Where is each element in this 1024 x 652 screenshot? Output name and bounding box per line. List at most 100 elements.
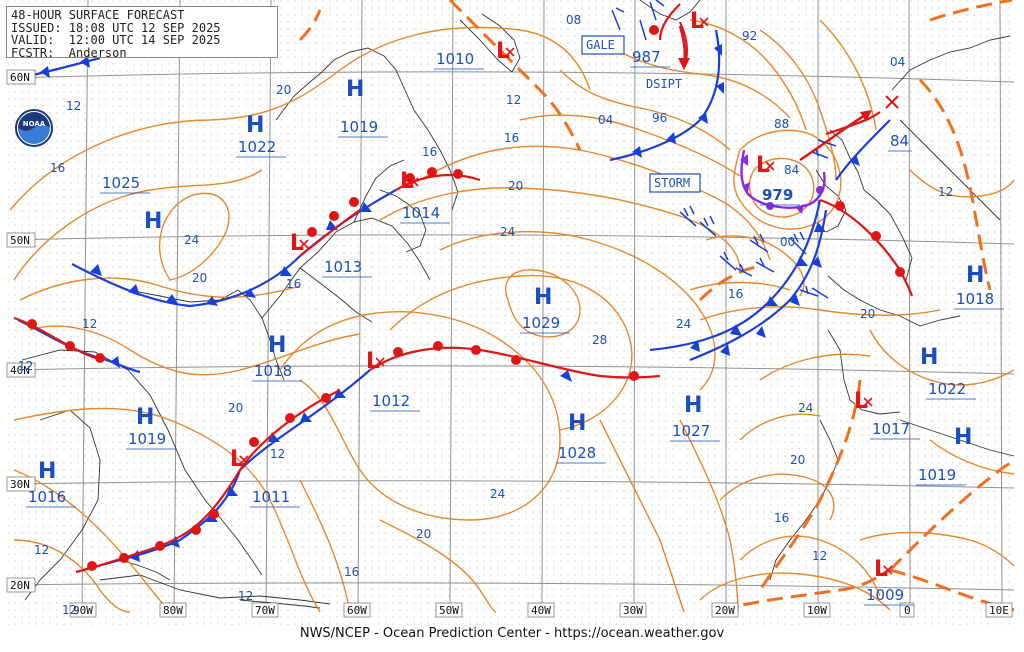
isobar-label: 20 [508,179,523,193]
low-pressure-value: 84 [890,132,909,150]
isobar-label: 04 [598,113,613,127]
high-marker: H [144,209,162,234]
issued-time: ISSUED: 18:08 UTC 12 SEP 2025 [11,20,221,35]
isobar-label: 92 [742,29,757,43]
isobar-label: 12 [812,549,827,563]
low-marker: L [854,389,873,414]
high-pressure-value: 1028 [558,444,596,462]
isobar-label: 12 [34,543,49,557]
isobar-label: 16 [728,287,743,301]
low-marker: L [366,349,385,374]
warning-gale: GALE [581,35,625,55]
svg-text:L: L [756,153,770,178]
isobar-label: 16 [286,277,301,291]
lon-70w-label: 70W [255,604,275,617]
low-pressure-value: 1011 [252,488,290,506]
cold-front-barbs [40,44,860,562]
isobar-label: 84 [784,163,799,177]
occluded-front-marks [740,154,824,214]
isobar-label: 24 [798,401,813,415]
high-marker: H [136,405,154,430]
high-pressure-value: 1022 [238,138,276,156]
forecast-title: 48-HOUR SURFACE FORECAST [11,8,185,22]
high-marker: H [920,345,938,370]
isobar-label: 12 [238,589,253,603]
isobar-label: 12 [938,185,953,199]
gale-warning-label: GALE [586,38,615,52]
isobar-label: 20 [416,527,431,541]
motion-arrowheads [678,58,872,122]
high-pressure-value: 1029 [522,314,560,332]
lon-0-label: 0 [904,604,911,617]
troughs [298,0,1015,612]
isobar-label: 16 [50,161,65,175]
isobar-label: 96 [652,111,667,125]
high-marker: H [246,113,264,138]
storm-warning-label: STORM [654,176,690,190]
svg-text:L: L [854,389,868,414]
high-pressure-value: 1022 [928,380,966,398]
latitude-labels: 60N 50N 40N 30N 20N [6,69,36,593]
isobar-label: 20 [860,307,875,321]
dissipating-label: DSIPT [646,77,682,91]
footer-credit: NWS/NCEP - Ocean Prediction Center - htt… [299,626,725,641]
low-marker: L [290,231,309,256]
lat-40n-label: 40N [10,364,30,377]
low-marker: L [874,557,893,582]
forecast-header-box: 48-HOUR SURFACE FORECAST ISSUED: 18:08 U… [6,6,278,60]
low-pressure-value: 1013 [324,258,362,276]
svg-text:L: L [400,169,414,194]
isobar-label: 20 [192,271,207,285]
high-centers: H 1022 H 1019 1025 H H 1018 H 1019 H 101… [26,77,1004,508]
lon-80w-label: 80W [163,604,183,617]
isobar-label: 24 [500,225,515,239]
low-pressure-value: 1017 [872,420,910,438]
noaa-logo: NOAA [15,109,53,147]
low-marker: L [496,39,515,64]
noaa-logo-text: NOAA [23,120,46,128]
svg-text:L: L [366,349,380,374]
high-pressure-value: 1019 [340,118,378,136]
forecaster-name: FCSTR: Anderson [11,45,127,60]
low-marker: L [690,9,709,34]
isobar-label: 16 [504,131,519,145]
lat-60n-label: 60N [10,71,30,84]
isobar-label: 08 [566,13,581,27]
longitude-labels: 90W 80W 70W 60W 50W 40W 30W 20W 10W 0 10… [69,602,1013,618]
isobars [9,19,1015,613]
high-pressure-value: 1025 [102,174,140,192]
wind-barbs [611,0,837,299]
svg-text:L: L [690,9,704,34]
isobar-label: 24 [184,233,199,247]
high-marker: H [38,459,56,484]
high-pressure-value: 1027 [672,422,710,440]
low-marker: L [756,153,775,178]
valid-time: VALID: 12:00 UTC 14 SEP 2025 [11,33,221,47]
isobar-label: 24 [676,317,691,331]
lat-20n-label: 20N [10,579,30,592]
isobar-label: 20 [228,401,243,415]
lon-20w-label: 20W [715,604,735,617]
isobar-labels: 08 12 16 20 24 28 04 96 92 88 84 00 16 2… [18,13,953,617]
high-marker: H [954,425,972,450]
isobar-label: 88 [774,117,789,131]
high-pressure-value: 1019 [918,466,956,484]
low-marker: L [230,447,249,472]
isobar-label: 12 [66,99,81,113]
lon-10e-label: 10E [989,604,1009,617]
lon-50w-label: 50W [439,604,459,617]
isobar-label: 20 [276,83,291,97]
dissipating-x [885,95,899,109]
high-marker: H [346,77,364,102]
high-marker: H [534,285,552,310]
warning-storm: STORM [649,173,701,193]
high-marker: H [684,393,702,418]
lon-40w-label: 40W [531,604,551,617]
graticule [7,0,1015,611]
isobar-label: 20 [790,453,805,467]
low-marker: L [400,169,419,194]
isobar-label: 12 [506,93,521,107]
isobar-label: 16 [774,511,789,525]
lon-60w-label: 60W [347,604,367,617]
